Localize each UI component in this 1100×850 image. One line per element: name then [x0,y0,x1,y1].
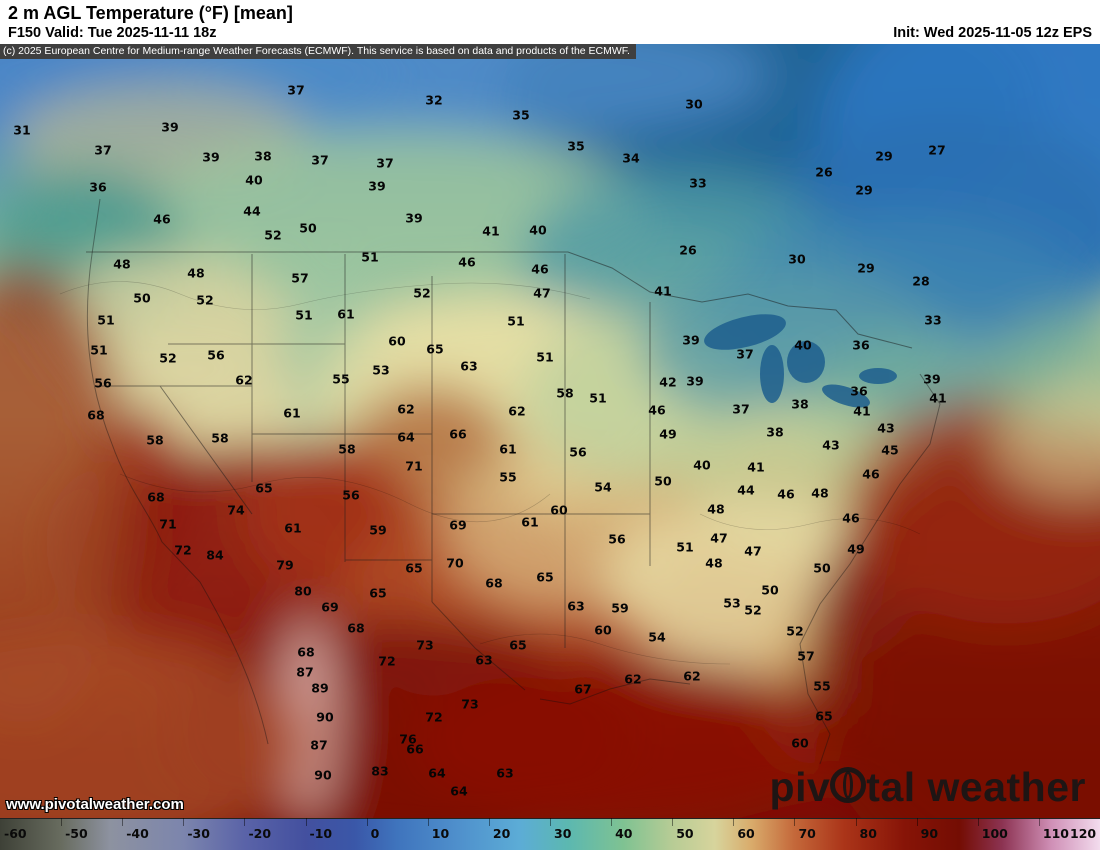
forecast-valid-label: F150 Valid: Tue 2025-11-11 18z [8,25,217,41]
colorbar-tickmark [244,818,246,826]
map-canvas [0,44,1100,818]
pivotal-weather-logo: piv tal weather [770,764,1086,811]
model-init-label: Init: Wed 2025-11-05 12z EPS [893,25,1092,41]
colorbar-tick-label: -50 [65,826,88,841]
colorbar-tick-label: 30 [554,826,572,841]
logo-text-suffix: tal weather [866,764,1086,810]
colorbar-tickmark [1038,818,1040,826]
colorbar-tickmark [305,818,307,826]
watermark-url-link[interactable]: www.pivotalweather.com [6,796,184,813]
colorbar-tick-label: -10 [309,826,333,841]
colorbar-tick-label: -30 [187,826,210,841]
colorbar-tick-label: -60 [4,826,27,841]
colorbar-wrap: -60 -50 -40 -30 -20 -10 0 10 20 30 40 50 60 70 80 90 100… [0,818,1100,850]
colorbar-tick-label: -40 [126,826,149,841]
colorbar-tick-label: 90 [920,826,939,841]
colorbar-tick-label: 100 [981,826,1008,841]
page-title: 2 m AGL Temperature (°F) [mean] [8,3,293,23]
globe-icon [830,767,867,803]
colorbar-tick-label: 60 [737,826,755,841]
colorbar [0,818,1100,850]
colorbar-tickmark [61,818,63,826]
colorbar-tickmark [183,818,185,826]
colorbar-tick-label: 110 [1042,826,1069,841]
colorbar-tickmark [122,818,124,826]
colorbar-tickmark [794,818,796,826]
logo-text-prefix: piv [769,764,831,810]
colorbar-tickmark [550,818,551,826]
colorbar-tick-label: 70 [798,826,816,841]
colorbar-tickmark [672,818,674,826]
colorbar-tick-label: 40 [615,826,633,841]
temperature-field-map [0,44,1100,818]
colorbar-tickmark [366,818,368,826]
colorbar-tick-label: 80 [859,826,877,841]
colorbar-tickmark [977,818,979,826]
colorbar-tickmark [916,818,918,826]
colorbar-tickmark [488,818,490,826]
colorbar-tick-label: 10 [431,826,450,841]
colorbar-tickmark [611,818,613,826]
copyright-bar: (c) 2025 European Centre for Medium-rang… [0,44,636,59]
colorbar-tick-label: 50 [676,826,694,841]
political-borders [86,251,913,648]
colorbar-tick-label: -20 [248,826,272,841]
colorbar-tickmark [427,818,429,826]
contour-lines [59,281,921,665]
coastlines [86,198,941,765]
colorbar-tick-label: 120 [1070,826,1097,841]
colorbar-tickmark [733,818,735,826]
colorbar-tick-label: 20 [492,826,511,841]
colorbar-tick-label: 0 [370,826,380,841]
great-lakes [704,314,897,408]
colorbar-tickmark [855,818,857,826]
